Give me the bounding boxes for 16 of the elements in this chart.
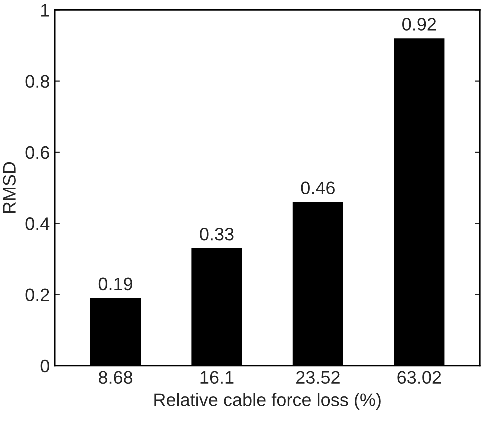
x-tick-label: 16.1 xyxy=(200,371,234,384)
x-tick-label: 8.68 xyxy=(98,371,133,384)
x-axis-title: Relative cable force loss (%) xyxy=(154,393,381,410)
y-tick-label: 0.2 xyxy=(26,288,50,302)
x-tick-label: 63.02 xyxy=(398,371,442,384)
data-label: 0.33 xyxy=(200,228,234,241)
data-label: 0.46 xyxy=(301,182,335,195)
y-axis-title: RMSD xyxy=(3,162,16,214)
y-tick-label: 0.6 xyxy=(26,146,50,160)
y-tick-label: 1 xyxy=(42,4,50,17)
data-label: 0.19 xyxy=(98,278,132,291)
y-tick-label: 0.8 xyxy=(26,75,50,88)
y-tick-label: 0.4 xyxy=(26,218,50,230)
x-tick-label: 23.52 xyxy=(296,371,340,384)
y-tick-label: 0 xyxy=(40,360,50,373)
data-label: 0.92 xyxy=(402,18,436,31)
